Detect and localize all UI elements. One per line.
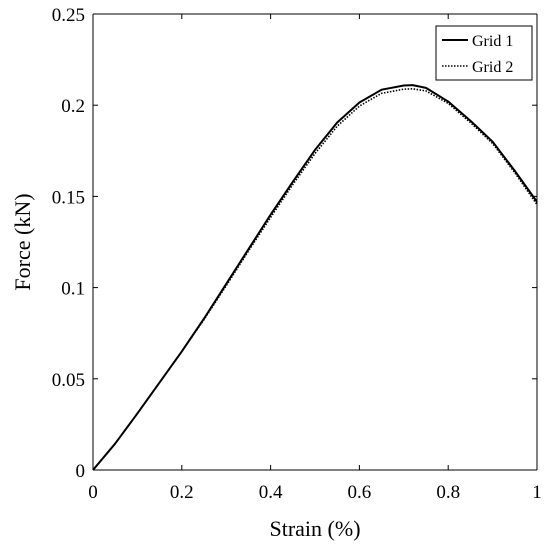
legend-box [435,25,533,81]
y-tick-label: 0.2 [61,96,85,117]
legend: Grid 1 Grid 2 [435,25,533,81]
legend-label-grid-1: Grid 1 [472,33,513,50]
x-axis-label: Strain (%) [269,516,360,541]
y-tick-label: 0.25 [52,5,85,26]
y-tick-label: 0.15 [52,187,85,208]
x-tick-label: 0.6 [348,482,372,503]
x-tick-label: 0.2 [170,482,194,503]
series-layer [92,84,538,471]
ticks: 0 0.2 0.4 0.6 0.8 1 0 0.05 0.1 0.15 0.2 0.25 [52,5,542,503]
x-tick-label: 0.8 [436,482,460,503]
y-tick-label: 0.1 [61,279,85,300]
series-line-grid-1 [92,84,538,471]
x-tick-label: 0.4 [259,482,283,503]
y-tick-label: 0 [76,461,86,482]
series-line-grid-2 [92,87,538,471]
plot-area [92,13,538,471]
x-tick-label: 1 [532,482,542,503]
legend-label-grid-2: Grid 2 [472,59,513,76]
y-axis-label: Force (kN) [10,193,35,290]
y-tick-label: 0.05 [52,370,85,391]
x-tick-label: 0 [88,482,98,503]
